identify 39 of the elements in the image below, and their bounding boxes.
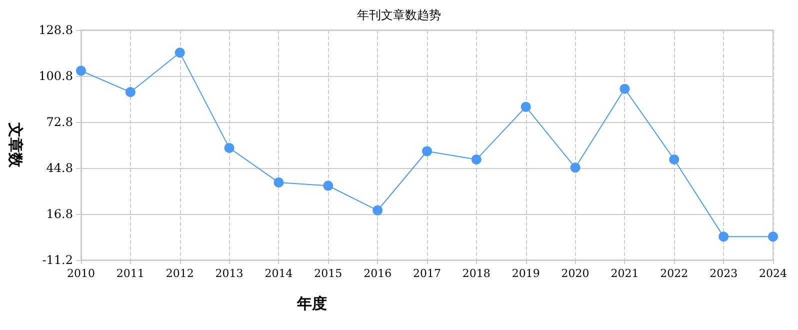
y-tick-label: -11.2 xyxy=(42,253,73,267)
x-tick-label: 2010 xyxy=(67,267,95,280)
point xyxy=(125,87,136,98)
y-tick-label: 128.8 xyxy=(38,23,73,37)
point xyxy=(471,154,482,164)
x-tick-label: 2021 xyxy=(610,267,639,280)
y-tick-label: 100.8 xyxy=(38,69,73,83)
point xyxy=(570,162,580,173)
x-tick-label: 2022 xyxy=(660,267,688,280)
x-tick-label: 2019 xyxy=(512,267,540,280)
point xyxy=(520,102,531,112)
x-tick-label: 2015 xyxy=(314,267,342,280)
x-tick-label: 2018 xyxy=(462,267,490,280)
x-tick-label: 2014 xyxy=(264,267,293,280)
x-tick-label: 2016 xyxy=(364,267,392,280)
y-axis-title: 文章数 xyxy=(6,122,24,168)
point xyxy=(372,205,383,216)
x-tick-label: 2017 xyxy=(413,267,441,280)
point xyxy=(669,154,680,164)
x-tick-label: 2013 xyxy=(215,267,244,280)
point xyxy=(174,48,185,58)
chart-title: 年刊文章数趋势 xyxy=(357,8,441,22)
x-axis-title: 年度 xyxy=(296,294,327,312)
x-tick-label: 2020 xyxy=(561,267,590,280)
x-tick-label: 2024 xyxy=(759,267,787,280)
point xyxy=(768,232,778,242)
x-tick-label: 2011 xyxy=(116,267,144,280)
point xyxy=(323,180,334,191)
point xyxy=(274,177,284,188)
x-tick-label: 2023 xyxy=(710,267,738,280)
point xyxy=(224,142,234,153)
y-tick-label: 16.8 xyxy=(46,207,73,221)
point xyxy=(76,66,86,76)
x-tick-label: 2012 xyxy=(166,267,194,280)
y-tick-label: 44.8 xyxy=(46,161,73,175)
point xyxy=(718,232,729,242)
point xyxy=(620,84,630,94)
point xyxy=(422,146,432,156)
y-tick-label: 72.8 xyxy=(46,115,73,129)
